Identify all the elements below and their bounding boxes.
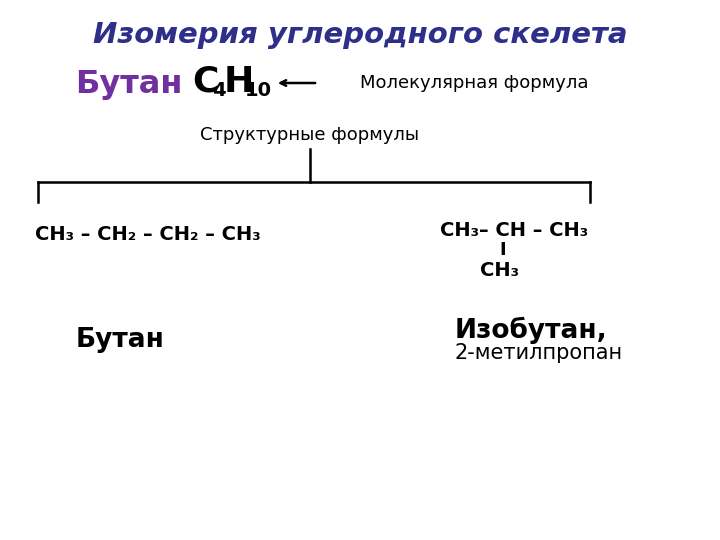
- Text: 4: 4: [212, 82, 225, 100]
- Text: Изомерия углеродного скелета: Изомерия углеродного скелета: [93, 21, 627, 49]
- Text: Изобутан,: Изобутан,: [455, 316, 608, 343]
- Text: 2-метилпропан: 2-метилпропан: [455, 343, 623, 363]
- Text: Бутан: Бутан: [76, 327, 164, 353]
- Text: Молекулярная формула: Молекулярная формула: [360, 74, 588, 92]
- Text: CH₃: CH₃: [480, 260, 519, 280]
- Text: H: H: [224, 65, 254, 99]
- Text: Структурные формулы: Структурные формулы: [200, 126, 420, 144]
- Text: C: C: [192, 65, 218, 99]
- Text: Бутан: Бутан: [75, 70, 182, 100]
- Text: CH₃ – CH₂ – CH₂ – CH₃: CH₃ – CH₂ – CH₂ – CH₃: [35, 226, 261, 245]
- Text: CH₃– CH – CH₃: CH₃– CH – CH₃: [440, 220, 588, 240]
- Text: I: I: [500, 241, 506, 259]
- Text: 10: 10: [245, 82, 272, 100]
